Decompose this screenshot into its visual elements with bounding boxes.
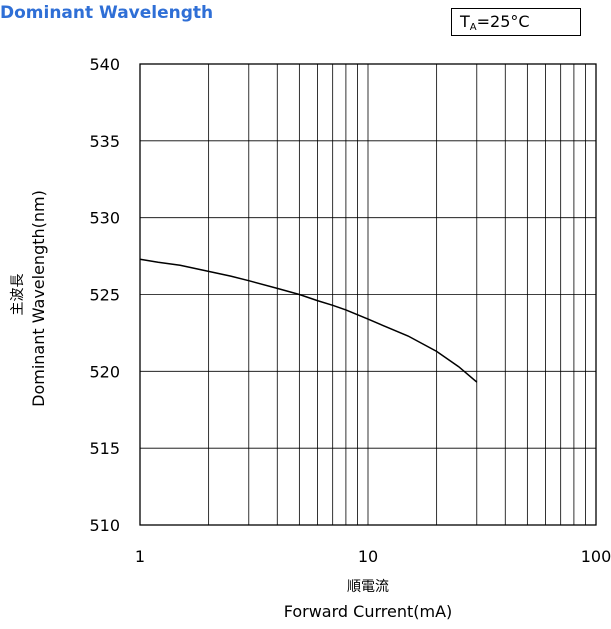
x-axis-label-jp: 順電流 bbox=[347, 579, 389, 595]
y-tick-label: 535 bbox=[89, 132, 120, 151]
condition-value: =25°C bbox=[476, 12, 530, 31]
y-tick-label: 515 bbox=[89, 439, 120, 458]
chart-title: Dominant Wavelength bbox=[0, 3, 214, 23]
y-axis-label-jp: 主波長 bbox=[10, 274, 26, 316]
grid bbox=[140, 64, 596, 525]
condition-symbol: T bbox=[460, 12, 470, 31]
plot-frame bbox=[139, 63, 597, 526]
condition-box: TA=25°C bbox=[451, 8, 581, 36]
condition-subscript: A bbox=[469, 22, 477, 33]
y-tick-label: 540 bbox=[89, 55, 120, 74]
x-tick-label: 10 bbox=[358, 547, 378, 566]
y-axis-label: Dominant Wavelength(nm) bbox=[29, 190, 48, 407]
x-tick-label: 100 bbox=[581, 547, 611, 566]
y-tick-label: 510 bbox=[89, 516, 120, 535]
y-tick-label: 530 bbox=[89, 209, 120, 228]
x-tick-label: 1 bbox=[135, 547, 145, 566]
y-tick-label: 525 bbox=[89, 286, 120, 305]
tick-labels: 540 535 530 525 520 515 510 1 10 100 bbox=[89, 55, 611, 566]
x-axis-label: Forward Current(mA) bbox=[284, 602, 453, 621]
y-tick-label: 520 bbox=[89, 362, 120, 381]
series-line bbox=[139, 258, 478, 383]
